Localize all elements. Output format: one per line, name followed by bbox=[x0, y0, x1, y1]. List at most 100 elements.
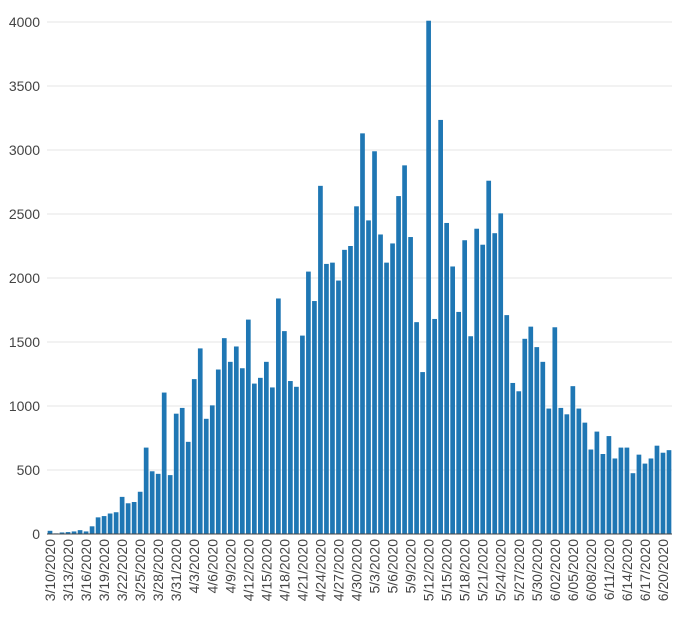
bar bbox=[402, 165, 407, 535]
bar bbox=[354, 206, 359, 534]
bar bbox=[546, 408, 552, 534]
bar bbox=[654, 445, 660, 534]
bar bbox=[191, 379, 197, 534]
bar bbox=[107, 513, 113, 534]
bar bbox=[492, 233, 498, 534]
bar bbox=[366, 220, 371, 534]
bar bbox=[185, 441, 191, 534]
bars bbox=[47, 20, 672, 535]
bar bbox=[119, 496, 125, 534]
x-tick-label: 4/6/2020 bbox=[204, 539, 220, 594]
bar bbox=[270, 387, 275, 534]
y-tick-label: 1000 bbox=[9, 398, 40, 414]
bar bbox=[173, 413, 179, 534]
bar bbox=[47, 530, 53, 534]
bar bbox=[113, 512, 119, 534]
bar bbox=[558, 407, 564, 534]
bar bbox=[264, 361, 269, 534]
bar bbox=[312, 301, 317, 534]
x-tick-label: 4/18/2020 bbox=[276, 539, 292, 601]
x-tick-label: 4/15/2020 bbox=[258, 539, 274, 601]
bar bbox=[582, 422, 588, 534]
bar bbox=[179, 407, 185, 534]
bar bbox=[306, 271, 311, 534]
y-tick-label: 500 bbox=[17, 462, 41, 478]
bar bbox=[203, 418, 209, 534]
bar bbox=[318, 185, 323, 534]
bar bbox=[336, 280, 341, 534]
bar bbox=[167, 475, 173, 534]
gridlines bbox=[47, 21, 672, 471]
bar bbox=[594, 431, 600, 534]
bar bbox=[288, 381, 293, 534]
bar bbox=[348, 246, 353, 534]
bar bbox=[414, 322, 419, 534]
bar bbox=[552, 327, 558, 534]
bar bbox=[77, 530, 83, 534]
bar bbox=[125, 503, 131, 534]
bar bbox=[498, 213, 504, 535]
bar bbox=[131, 502, 137, 534]
bar bbox=[155, 473, 161, 534]
x-tick-label: 3/19/2020 bbox=[96, 539, 112, 601]
bar bbox=[504, 315, 510, 534]
y-tick-label: 3500 bbox=[9, 78, 40, 94]
y-tick-label: 2000 bbox=[9, 270, 40, 286]
bar bbox=[510, 382, 516, 534]
bar bbox=[456, 311, 461, 534]
bar bbox=[101, 516, 107, 534]
x-tick-label: 3/10/2020 bbox=[42, 539, 58, 601]
bar bbox=[522, 338, 528, 534]
bar bbox=[540, 361, 546, 534]
bar bbox=[324, 263, 329, 534]
y-tick-label: 4000 bbox=[9, 14, 40, 30]
bar bbox=[564, 414, 570, 534]
bar bbox=[396, 196, 401, 534]
bar bbox=[360, 133, 365, 535]
bar bbox=[71, 531, 77, 534]
bar bbox=[258, 377, 263, 534]
bar bbox=[276, 298, 281, 534]
x-tick-label: 6/02/2020 bbox=[547, 539, 563, 601]
y-tick-label: 3000 bbox=[9, 142, 40, 158]
bar bbox=[215, 369, 221, 534]
bar bbox=[534, 347, 540, 534]
x-tick-label: 4/12/2020 bbox=[240, 539, 256, 601]
bar bbox=[600, 454, 606, 534]
bar bbox=[251, 383, 257, 534]
bar bbox=[372, 151, 377, 534]
bar bbox=[438, 119, 443, 535]
x-tick-label: 4/3/2020 bbox=[186, 539, 202, 594]
bar bbox=[516, 391, 522, 534]
bar bbox=[432, 318, 437, 534]
x-tick-label: 6/14/2020 bbox=[619, 539, 635, 601]
x-tick-label: 6/17/2020 bbox=[637, 539, 653, 601]
bar bbox=[642, 463, 648, 534]
bar bbox=[239, 368, 245, 534]
bar bbox=[480, 244, 486, 534]
x-tick-label: 6/05/2020 bbox=[565, 539, 581, 601]
bar bbox=[486, 180, 492, 534]
x-tick-label: 5/21/2020 bbox=[475, 539, 491, 601]
bar bbox=[648, 458, 654, 534]
bar bbox=[624, 447, 630, 534]
bar bbox=[606, 436, 612, 534]
x-tick-label: 5/24/2020 bbox=[493, 539, 509, 601]
x-tick-label: 6/20/2020 bbox=[655, 539, 671, 601]
x-tick-label: 3/16/2020 bbox=[78, 539, 94, 601]
bar bbox=[420, 372, 425, 534]
x-tick-label: 4/30/2020 bbox=[349, 539, 365, 601]
bar bbox=[390, 243, 395, 534]
bar bbox=[137, 491, 143, 534]
x-tick-label: 4/21/2020 bbox=[294, 539, 310, 601]
x-tick-label: 5/30/2020 bbox=[529, 539, 545, 601]
bar bbox=[300, 335, 305, 534]
bar bbox=[342, 249, 347, 534]
bar bbox=[576, 408, 582, 534]
bar bbox=[197, 348, 203, 534]
x-axis: 3/10/2020 3/13/2020 3/16/2020 3/19/2020 3/22… bbox=[42, 539, 671, 602]
bar bbox=[450, 266, 455, 534]
x-tick-label: 5/3/2020 bbox=[367, 539, 383, 594]
bar bbox=[468, 336, 474, 534]
